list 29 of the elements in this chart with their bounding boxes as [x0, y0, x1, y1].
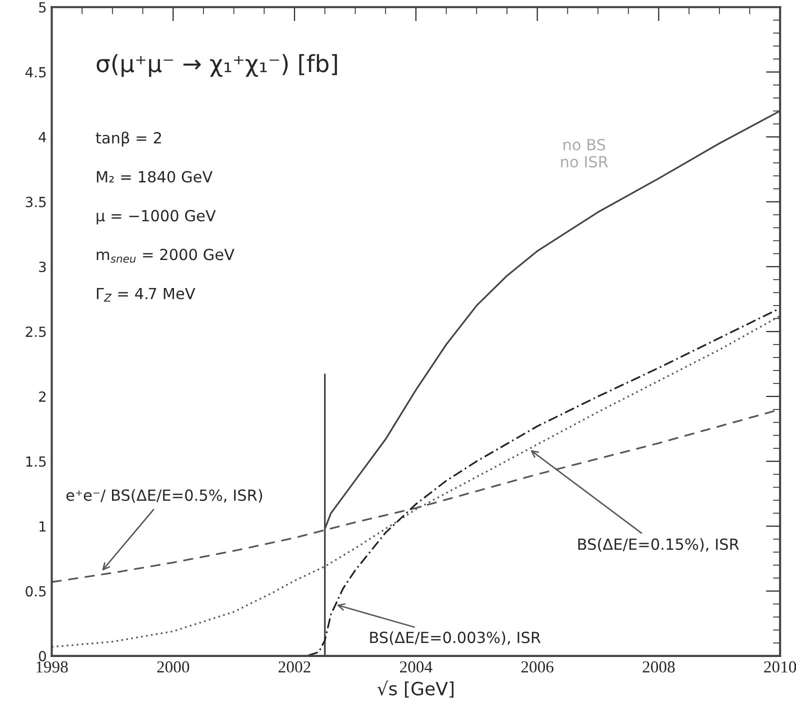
y-tick-label: 3.5 — [26, 196, 46, 208]
y-tick-label: 5 — [39, 2, 46, 13]
x-tick-label: 2010 — [764, 661, 796, 673]
annotation: e⁺e⁻/ BS(ΔE/E=0.5%, ISR) — [66, 489, 262, 503]
annotation: Γ$_{Z}$ = 4.7 MeV — [96, 288, 196, 302]
x-tick-label: 2004 — [400, 661, 432, 673]
annotation: no BS no ISR — [561, 138, 608, 168]
y-tick-label: 4.5 — [25, 67, 46, 78]
annotation: BS(ΔE/E=0.003%), ISR — [370, 631, 541, 646]
x-tick-label: 2008 — [642, 661, 675, 673]
x-axis-title: √s [GeV] — [377, 680, 454, 698]
y-tick-label: 0 — [38, 650, 46, 662]
text: σ(μ⁺μ⁻ → χ₁⁺χ₁⁻) [fb] — [96, 54, 337, 77]
y-tick-label: 1.5 — [26, 456, 46, 467]
annotation: m$_{sneu}$ = 2000 GeV — [96, 248, 234, 263]
y-tick-label: 4 — [38, 132, 46, 142]
annotation: BS(ΔE/E=0.15%), ISR — [578, 538, 739, 552]
annotation: M₂ = 1840 GeV — [96, 170, 213, 183]
x-tick-label: 2000 — [157, 661, 190, 673]
y-tick-label: 1 — [40, 521, 46, 532]
annotation: tanβ = 2 — [96, 132, 161, 147]
y-tick-label: 2 — [39, 391, 46, 402]
y-tick-label: 2.5 — [26, 326, 46, 338]
y-tick-label: 0.5 — [26, 586, 46, 597]
x-tick-label: 2002 — [278, 661, 310, 673]
x-tick-label: 1998 — [36, 661, 68, 673]
annotation: μ = −1000 GeV — [96, 210, 216, 224]
x-tick-label: 2006 — [521, 661, 554, 673]
y-tick-label: 3 — [39, 262, 46, 272]
